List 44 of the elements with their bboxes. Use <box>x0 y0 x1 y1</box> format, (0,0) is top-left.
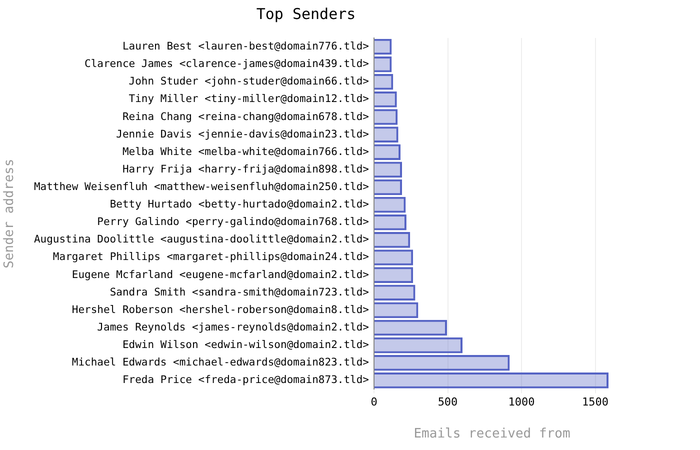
y-tick-label: Reina Chang <reina-chang@domain678.tld> <box>122 110 369 123</box>
x-tick-label: 0 <box>370 396 378 409</box>
bar <box>374 232 410 248</box>
bar <box>374 250 414 266</box>
bar <box>374 126 398 142</box>
chart-title: Top Senders <box>256 4 356 23</box>
y-tick-label: Harry Frija <harry-frija@domain898.tld> <box>122 163 369 176</box>
y-tick-label: James Reynolds <james-reynolds@domain2.tld> <box>97 321 369 334</box>
y-tick-label: Augustina Doolittle <augustina-doolittle@domain2.tld> <box>34 234 369 246</box>
bar <box>374 337 462 354</box>
y-axis-title: Sender address <box>2 158 18 268</box>
y-tick-label: Edwin Wilson <edwin-wilson@domain2.tld> <box>122 339 369 352</box>
y-tick-label: Lauren Best <lauren-best@domain776.tld> <box>122 40 369 53</box>
y-tick-label: Freda Price <freda-price@domain873.tld> <box>122 374 369 386</box>
y-tick-label: Melba White <melba-white@domain766.tld> <box>122 146 369 158</box>
bar <box>374 144 401 160</box>
bar <box>374 284 416 301</box>
bar <box>374 320 448 336</box>
y-tick-label: Betty Hurtado <betty-hurtado@domain2.tld> <box>110 198 369 211</box>
bar <box>374 196 406 213</box>
y-tick-label: Hershel Roberson <hershel-roberson@domain8.tld> <box>72 304 369 316</box>
bar <box>374 179 402 196</box>
y-tick-label: Jennie Davis <jennie-davis@domain23.tld> <box>116 128 369 140</box>
y-tick-label: Eugene Mcfarland <eugene-mcfarland@domain2.tld> <box>72 268 369 281</box>
bar <box>374 92 397 108</box>
bar <box>374 302 418 318</box>
bar <box>374 372 609 388</box>
y-tick-label: Margaret Phillips <margaret-phillips@domain24.tld> <box>52 251 369 264</box>
y-tick-label: Tiny Miller <tiny-miller@domain12.tld> <box>128 93 369 106</box>
y-tick-label: Michael Edwards <michael-edwards@domain823.tld> <box>72 356 369 369</box>
y-tick-label: Matthew Weisenfluh <matthew-weisenfluh@domain250.tld> <box>34 180 369 193</box>
y-tick-label: Perry Galindo <perry-galindo@domain768.tld> <box>97 216 369 228</box>
y-tick-label: John Studer <john-studer@domain66.tld> <box>128 76 369 88</box>
bar <box>374 354 510 371</box>
x-tick-label: 1000 <box>508 396 535 409</box>
bar <box>374 109 398 125</box>
y-tick-label: Sandra Smith <sandra-smith@domain723.tld> <box>110 286 369 298</box>
bar <box>374 267 414 283</box>
bar <box>374 162 402 178</box>
x-tick-label: 500 <box>438 396 458 409</box>
bar <box>374 214 406 230</box>
x-tick-label: 1500 <box>582 396 608 409</box>
x-axis-title: Emails received from <box>414 426 570 442</box>
y-tick-label: Clarence James <clarence-james@domain439.tld> <box>84 58 369 70</box>
